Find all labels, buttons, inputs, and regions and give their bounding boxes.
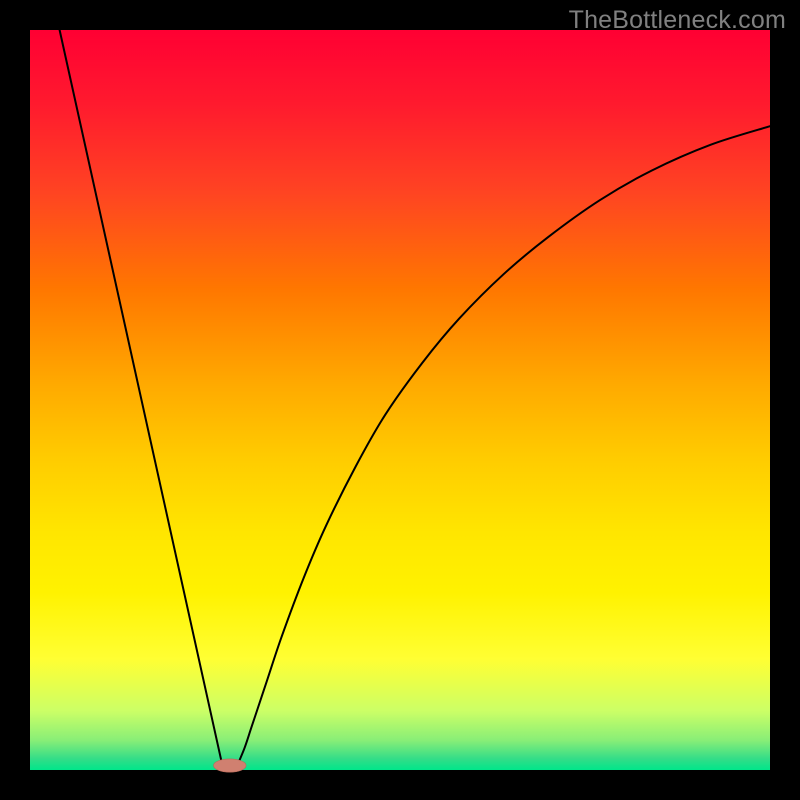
- bottleneck-chart: [0, 0, 800, 800]
- bottleneck-marker: [214, 759, 247, 772]
- chart-stage: TheBottleneck.com: [0, 0, 800, 800]
